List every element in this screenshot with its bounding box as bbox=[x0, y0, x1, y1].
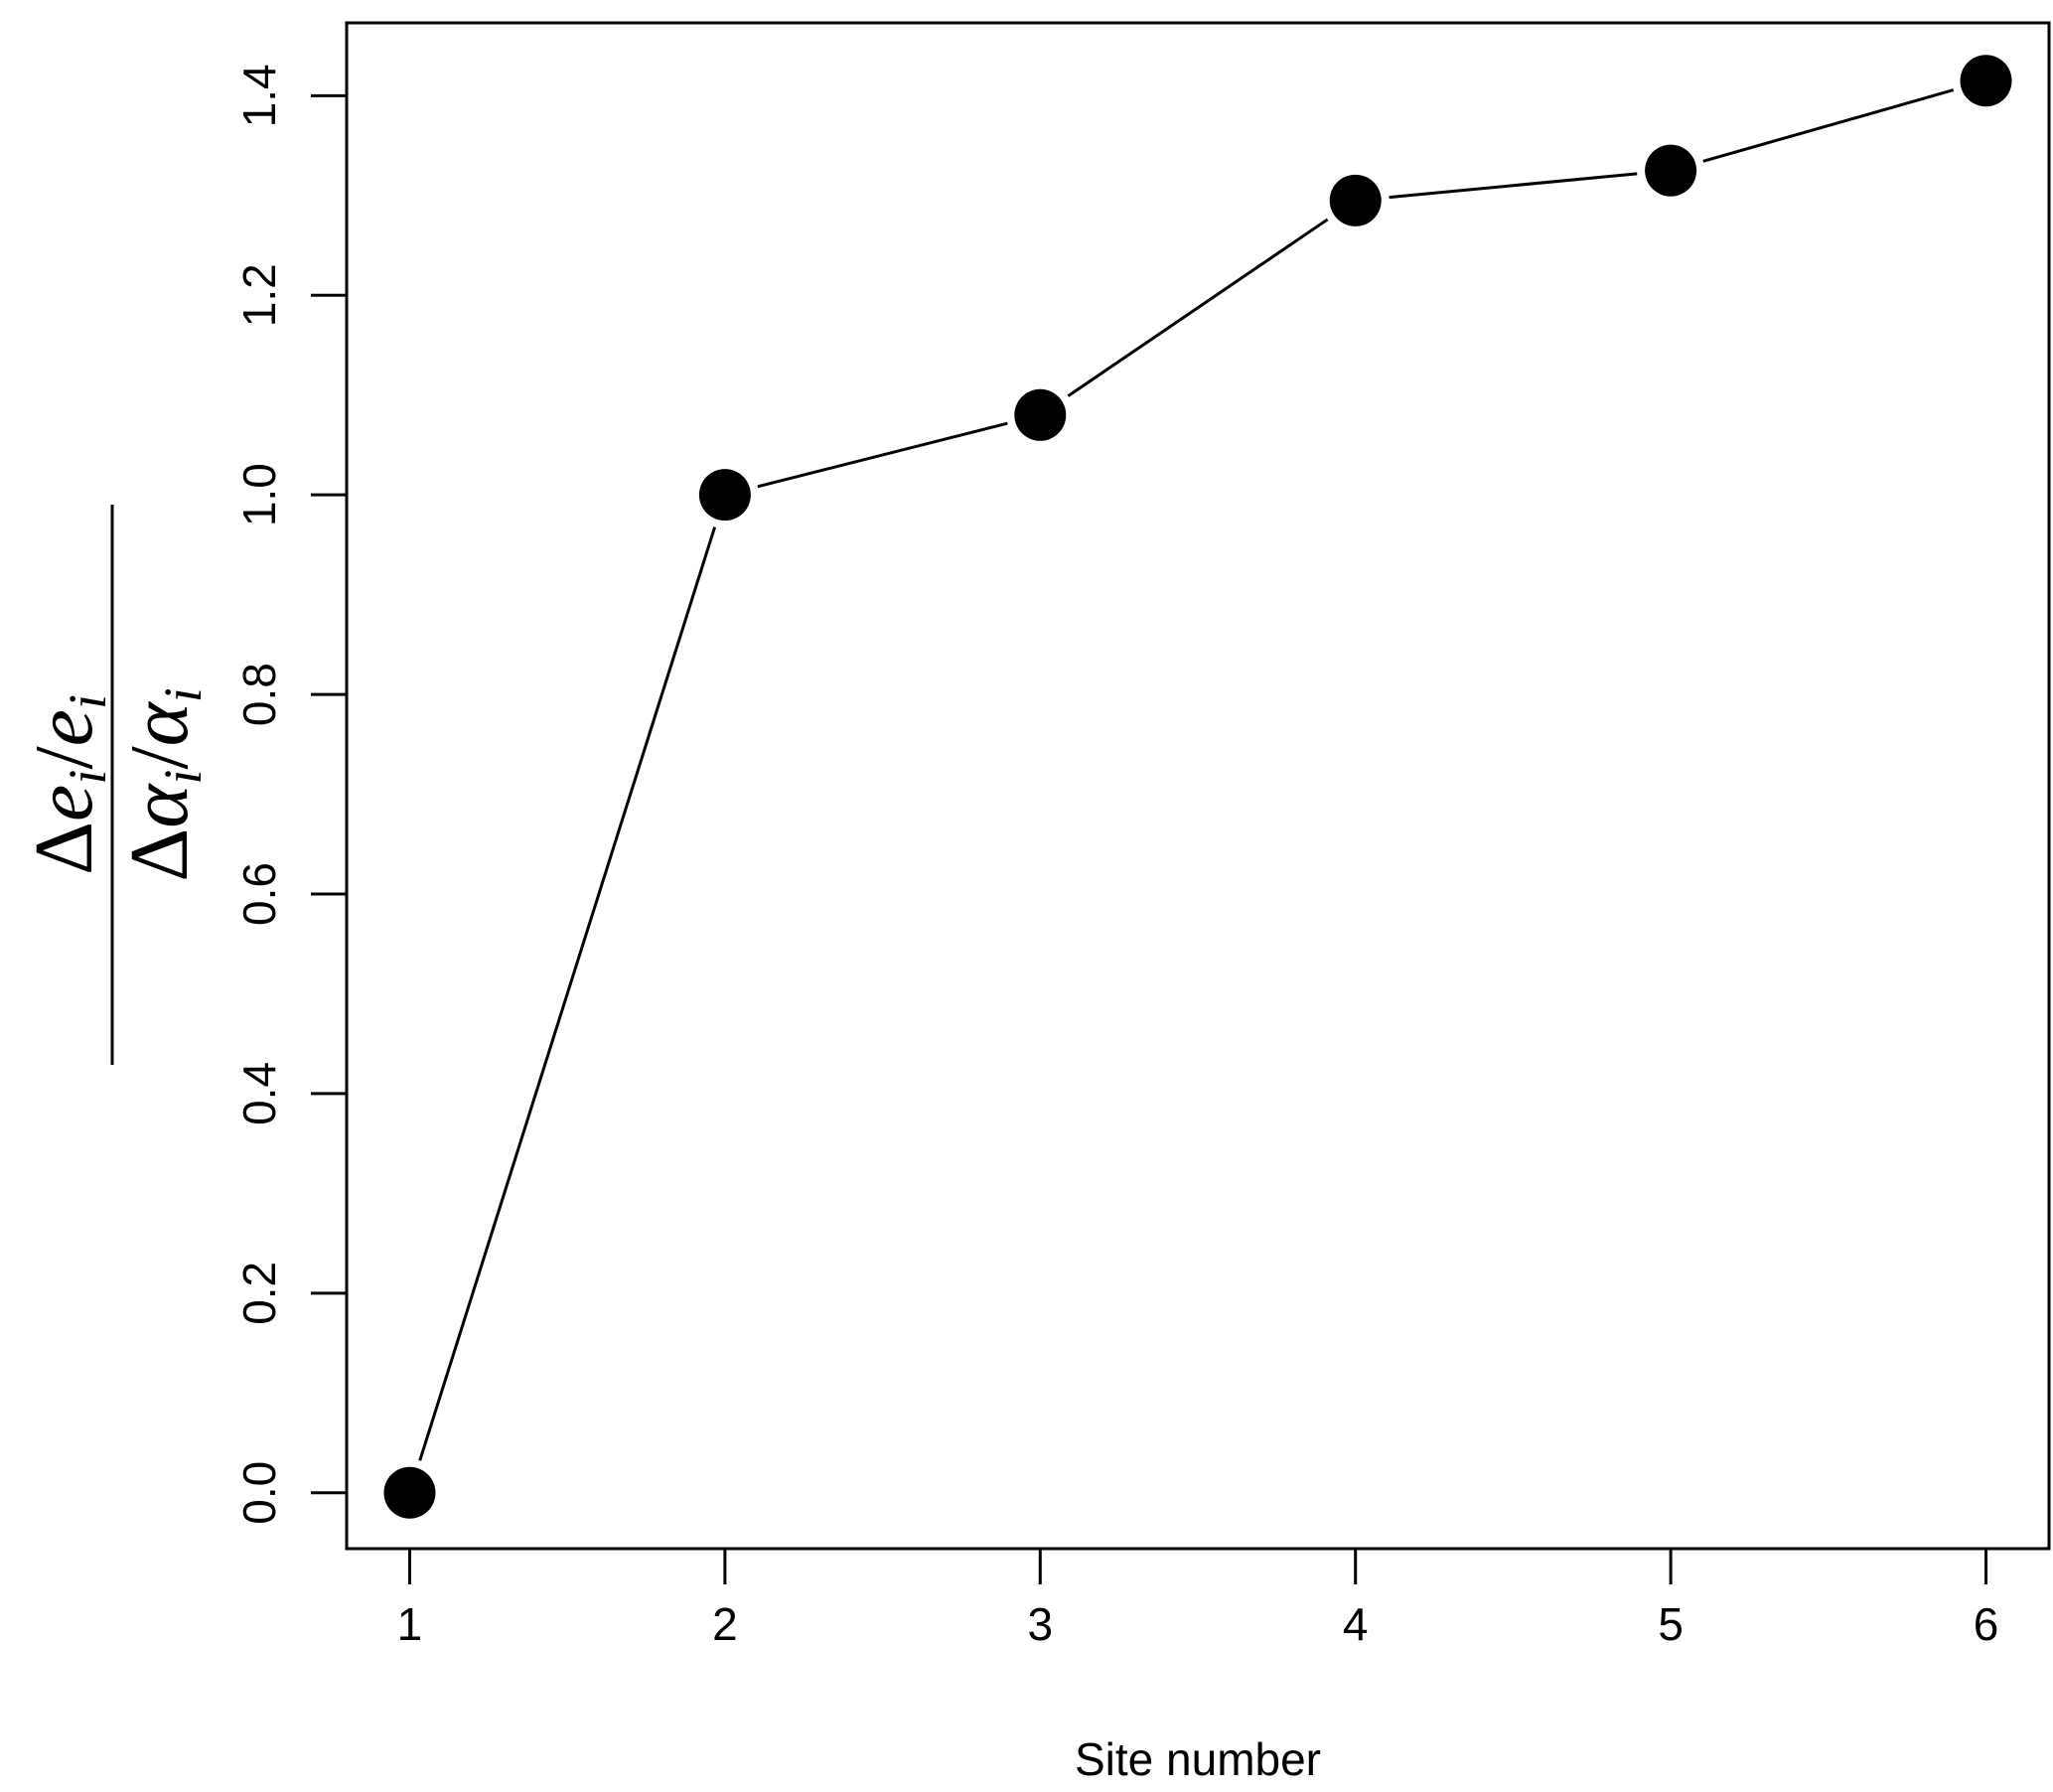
svg-text:Δei/ei: Δei/ei bbox=[18, 694, 117, 875]
y-tick-label: 1.0 bbox=[233, 463, 285, 526]
y-axis-title: Δei/ei Δαi/αi bbox=[18, 505, 213, 1065]
series-line bbox=[383, 55, 2012, 1519]
y-tick-label: 1.4 bbox=[233, 64, 285, 127]
data-point bbox=[1960, 55, 2012, 107]
data-point bbox=[1329, 174, 1382, 226]
data-point bbox=[1014, 388, 1067, 441]
y-axis-title-denominator: Δαi/αi bbox=[113, 687, 213, 882]
x-tick-label: 1 bbox=[397, 1598, 423, 1650]
series-segment bbox=[418, 526, 717, 1461]
y-axis-title-numerator: Δei/ei bbox=[18, 694, 117, 875]
x-axis: 1 2 3 4 5 6 bbox=[397, 1547, 1999, 1650]
y-tick-label: 0.4 bbox=[233, 1062, 285, 1125]
y-tick-label: 0.8 bbox=[233, 663, 285, 726]
plot-frame bbox=[345, 21, 2051, 1551]
x-axis-title: Site number bbox=[1075, 1733, 1321, 1785]
series-segment bbox=[1702, 88, 1955, 163]
series-segment bbox=[1389, 172, 1638, 200]
y-tick-label: 0.0 bbox=[233, 1461, 285, 1525]
x-tick-label: 5 bbox=[1658, 1598, 1684, 1650]
data-point bbox=[383, 1466, 436, 1519]
y-tick-label: 1.2 bbox=[233, 263, 285, 327]
data-point bbox=[1645, 144, 1697, 197]
y-tick-label: 0.6 bbox=[233, 862, 285, 926]
x-tick-label: 2 bbox=[712, 1598, 738, 1650]
svg-text:Δαi/αi: Δαi/αi bbox=[113, 687, 213, 882]
y-axis: 0.0 0.2 0.4 0.6 0.8 1.0 1.2 1.4 bbox=[233, 64, 349, 1525]
data-point bbox=[698, 469, 751, 522]
y-tick-label: 0.2 bbox=[233, 1262, 285, 1325]
series-segment bbox=[757, 421, 1008, 489]
series-segment bbox=[1067, 218, 1329, 397]
x-tick-label: 3 bbox=[1027, 1598, 1053, 1650]
x-tick-label: 4 bbox=[1343, 1598, 1369, 1650]
x-tick-label: 6 bbox=[1974, 1598, 1999, 1650]
